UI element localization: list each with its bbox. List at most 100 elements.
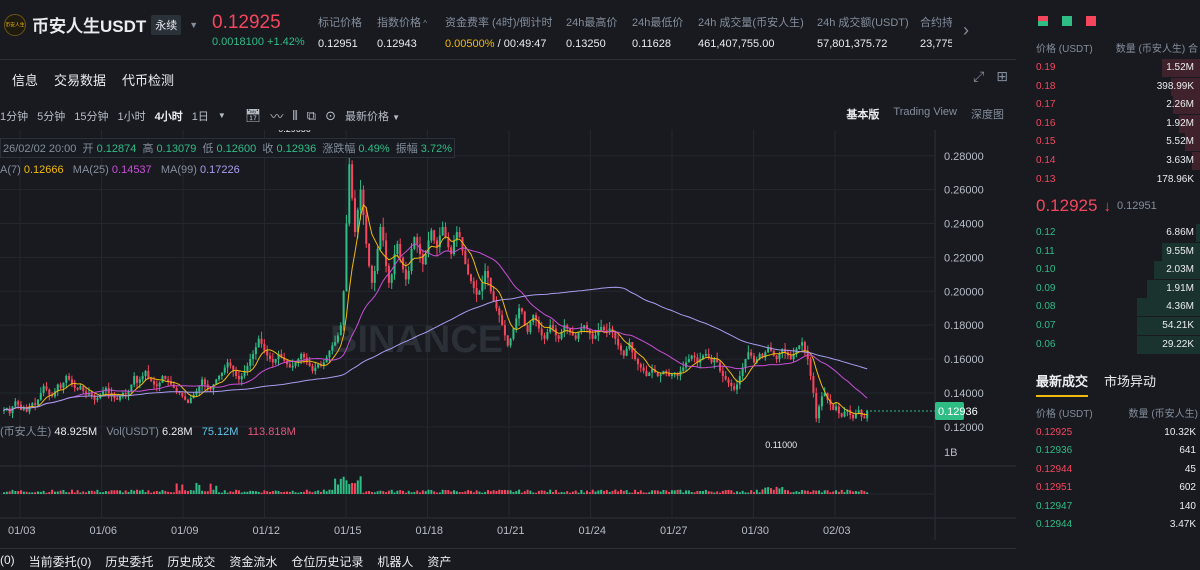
timeframe-4h[interactable]: 4小时 xyxy=(155,108,183,124)
candle-body xyxy=(113,396,115,398)
candle-body xyxy=(821,396,823,406)
volume-bar xyxy=(812,490,814,494)
tab-recent-trades[interactable]: 最新成交 xyxy=(1036,371,1088,397)
volume-bar xyxy=(178,490,180,494)
book-price: 0.12 xyxy=(1036,227,1055,238)
version-basic[interactable]: 基本版 xyxy=(846,106,879,122)
chevron-down-icon[interactable]: ▼ xyxy=(189,20,198,30)
tab-transactions[interactable]: 资金流水 xyxy=(229,553,277,570)
volume-bar xyxy=(835,490,837,494)
stat-label: 合约持 xyxy=(920,14,952,30)
volume-bar xyxy=(229,491,231,494)
candlestick-chart[interactable]: BINANCE0.280000.260000.240000.220000.200… xyxy=(0,130,1016,544)
volume-bar xyxy=(447,490,449,494)
expand-icon[interactable]: ⤢ xyxy=(973,68,984,85)
draw-tool-icon[interactable]: ⧉ xyxy=(307,108,316,124)
tab-token-check[interactable]: 代币检测 xyxy=(122,70,174,89)
volume-bar xyxy=(623,491,625,494)
version-tradingview[interactable]: Trading View xyxy=(893,106,957,122)
tab-open-orders[interactable]: 当前委托(0) xyxy=(29,553,92,570)
calendar-icon[interactable]: 📅︎ xyxy=(245,108,262,124)
tab-trade-history[interactable]: 历史成交 xyxy=(167,553,215,570)
volume-bar xyxy=(354,483,356,494)
volume-bar xyxy=(742,491,744,494)
book-both-icon[interactable] xyxy=(1038,16,1048,26)
settings-icon[interactable]: ⊙ xyxy=(325,108,336,124)
volume-bar xyxy=(841,490,843,494)
price-type-select[interactable]: 最新价格 ▼ xyxy=(345,108,400,124)
candle-body xyxy=(328,351,330,358)
stat-value: 23,775 xyxy=(920,38,952,50)
volume-bar xyxy=(68,492,70,494)
stat-index-price[interactable]: 指数价格 ^0.12943 xyxy=(377,14,427,50)
candle-body xyxy=(858,410,860,413)
volume-bar xyxy=(708,491,710,494)
candle-body xyxy=(671,374,673,376)
chevron-down-icon: ▼ xyxy=(392,113,400,122)
indicator-icon[interactable]: 〰 xyxy=(270,106,283,125)
book-bids-icon[interactable] xyxy=(1062,16,1072,26)
volume-bar xyxy=(371,492,373,494)
volume-bar xyxy=(108,491,110,494)
tab-info[interactable]: 信息 xyxy=(12,70,38,89)
candle-body xyxy=(733,386,735,389)
timeframe-1h[interactable]: 1小时 xyxy=(118,108,146,124)
version-depth[interactable]: 深度图 xyxy=(971,106,1004,122)
volume-bar xyxy=(532,493,534,494)
tab-position-history[interactable]: 仓位历史记录 xyxy=(291,553,363,570)
stat-label: 24h最低价 xyxy=(632,14,683,30)
candle-body xyxy=(773,351,775,356)
timeframe-5m[interactable]: 5分钟 xyxy=(37,108,65,124)
chevron-right-icon[interactable]: › xyxy=(956,18,976,42)
depth-bar xyxy=(1196,224,1200,242)
timeframe-1m[interactable]: 1分钟 xyxy=(0,108,28,124)
tab-positions[interactable]: (0) xyxy=(0,553,15,570)
candle-body xyxy=(198,386,200,391)
candle-body xyxy=(413,237,415,249)
volume-bar xyxy=(37,491,39,494)
volume-bar xyxy=(561,492,563,494)
timeframe-dropdown-icon[interactable]: ▼ xyxy=(218,111,226,120)
volume-bar xyxy=(467,490,469,494)
volume-bar xyxy=(309,491,311,494)
volume-bar xyxy=(801,490,803,494)
sort-icon: ^ xyxy=(421,19,427,28)
tab-order-history[interactable]: 历史委托 xyxy=(105,553,153,570)
volume-bar xyxy=(679,490,681,494)
candle-body xyxy=(626,349,628,356)
timeframe-15m[interactable]: 15分钟 xyxy=(74,108,108,124)
volume-bar xyxy=(719,493,721,494)
tab-assets[interactable]: 资产 xyxy=(427,553,451,570)
timeframe-1d[interactable]: 1日 xyxy=(192,108,209,124)
tab-market-movers[interactable]: 市场异动 xyxy=(1104,371,1156,397)
tab-trading-data[interactable]: 交易数据 xyxy=(54,70,106,89)
candle-type-icon[interactable]: ⫴ xyxy=(292,108,297,124)
candle-body xyxy=(396,244,398,254)
volume-bar xyxy=(736,491,738,494)
volume-bar xyxy=(490,491,492,494)
layout-grid-icon[interactable]: ⊞ xyxy=(996,68,1008,85)
book-price: 0.14 xyxy=(1036,155,1055,166)
volume-bar xyxy=(167,492,169,494)
candle-body xyxy=(691,356,693,359)
volume-bar xyxy=(218,492,220,494)
ma25-label: MA(25) xyxy=(73,164,109,176)
tab-bots[interactable]: 机器人 xyxy=(377,553,413,570)
candle-body xyxy=(512,329,514,339)
book-asks-icon[interactable] xyxy=(1086,16,1096,26)
symbol-selector[interactable]: 币安人生 币安人生USDT 永续 ▼ xyxy=(0,12,198,37)
